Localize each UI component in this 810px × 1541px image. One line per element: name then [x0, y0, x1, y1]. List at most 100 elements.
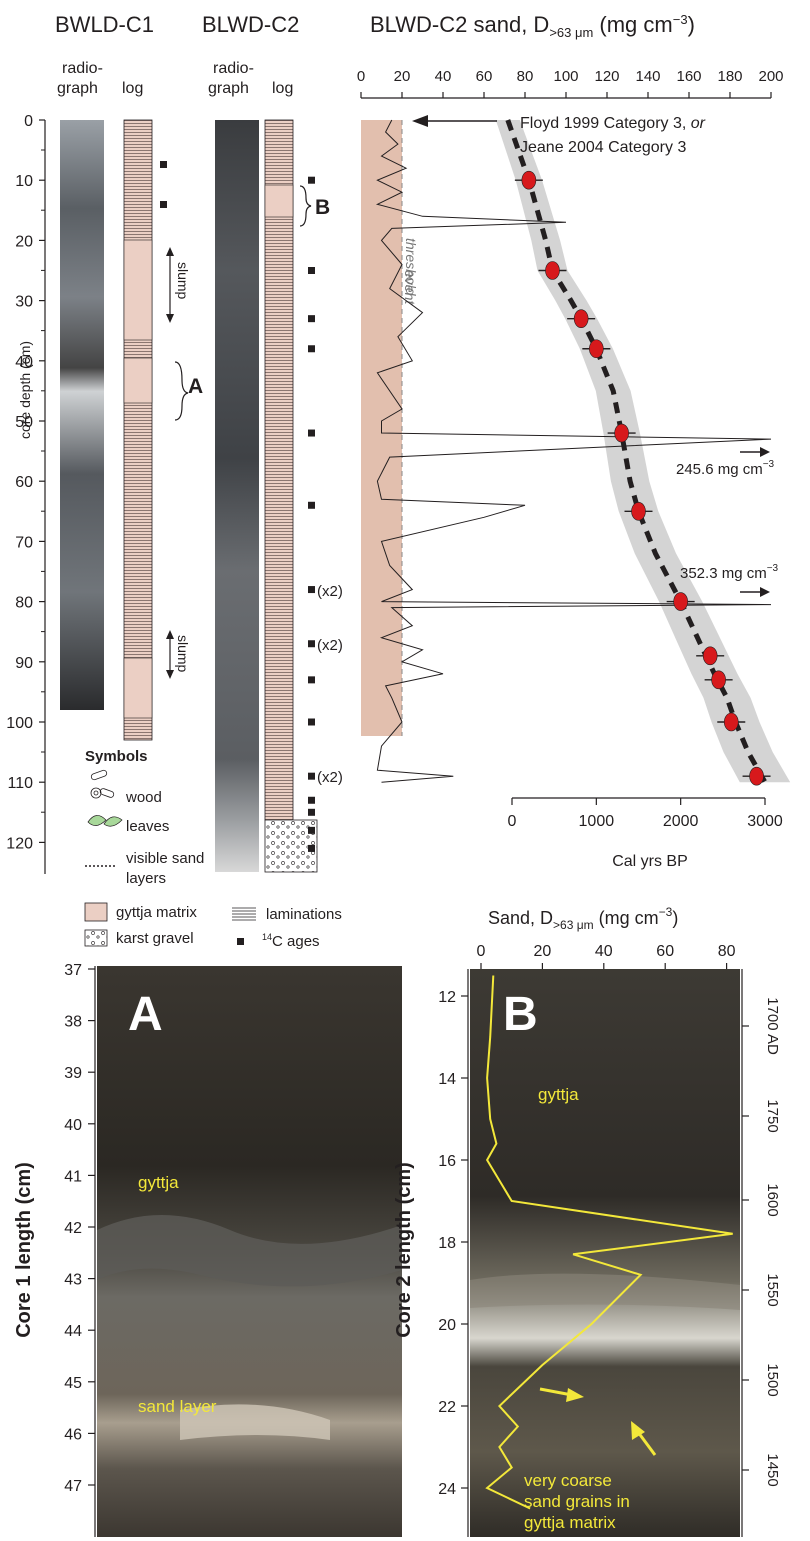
panelA-tick-label: 37 — [64, 962, 82, 979]
radiograph-label-2a: radio- — [213, 60, 254, 77]
marker-B: B — [315, 196, 330, 219]
c14-marker — [308, 844, 315, 852]
panelB-age-ticks: 1700 AD 1750 1600 1550 1500 1450 — [742, 997, 781, 1487]
panelB-tick-label: 14 — [438, 1071, 456, 1088]
panelB-gyttja: gyttja — [538, 1085, 579, 1104]
panelA-tick-label: 38 — [64, 1014, 82, 1031]
panelA-sand-layer: sand layer — [138, 1397, 217, 1416]
panelA-axis-label: Core 1 length (cm) — [13, 1162, 35, 1338]
panelA-tick-label: 47 — [64, 1478, 82, 1495]
gyttja-swatch — [84, 902, 108, 922]
core2-title: BLWD-C2 — [202, 12, 299, 37]
sand-tick-label: 200 — [758, 68, 783, 85]
c14-marker — [308, 345, 315, 353]
dated-sample — [631, 501, 646, 521]
dated-sample — [545, 261, 560, 280]
depth-tick-label: 0 — [24, 113, 33, 130]
legend-sand-layers-1: visible sand — [126, 850, 204, 867]
core2-log — [264, 119, 294, 821]
c14-marker — [308, 718, 315, 726]
core1-title: BWLD-C1 — [55, 12, 154, 37]
outlier-2-label: 352.3 mg cm−3 — [680, 563, 779, 582]
depth-tick-label: 50 — [15, 414, 33, 431]
c14-marker — [308, 586, 315, 594]
yellow-arrows — [539, 1387, 657, 1456]
gravel-swatch — [84, 929, 108, 947]
panelB-sand-axis-label: Sand, D>63 μm (mg cm−3) — [488, 905, 678, 932]
dated-sample — [673, 592, 688, 611]
log-label-2: log — [272, 80, 293, 97]
c14-marker — [308, 315, 315, 323]
panelB-tick-label: 18 — [438, 1235, 456, 1252]
x2-label-3: (x2) — [317, 769, 343, 786]
legend-c14: 14C ages — [262, 932, 320, 950]
depth-tick-label: 80 — [15, 595, 33, 612]
panelA-tick-label: 42 — [64, 1220, 82, 1237]
depth-tick-label: 40 — [15, 354, 33, 371]
c14-marker — [308, 640, 315, 648]
age-model-envelope — [495, 120, 791, 783]
panelB-age-tick-label: 1500 — [764, 1363, 781, 1396]
sand-series-line — [375, 119, 772, 783]
slump-label-1: slump — [175, 262, 191, 300]
panelB-tick-label: 16 — [438, 1153, 456, 1170]
panelA-tick-label: 39 — [64, 1065, 82, 1082]
c14-marker — [308, 501, 315, 509]
sand-tick-label: 120 — [594, 68, 619, 85]
depth-tick-label: 90 — [15, 655, 33, 672]
c14-marker — [308, 772, 315, 780]
floyd-annotation: Floyd 1999 Category 3, or — [520, 115, 706, 132]
age-tick-label: 1000 — [579, 813, 615, 830]
panelA-ticks: 37 38 39 40 41 42 43 44 45 46 47 — [64, 962, 95, 1495]
depth-tick-label: 110 — [7, 775, 33, 792]
dated-sample — [521, 170, 537, 190]
marker-A: A — [188, 375, 203, 398]
age-tick-label: 3000 — [747, 813, 783, 830]
sand-tick-label: 160 — [676, 68, 701, 85]
depth-tick-label: 20 — [15, 233, 33, 250]
panelB-age-tick-label: 1600 — [764, 1183, 781, 1216]
core2-gyttja-B — [264, 184, 294, 218]
depth-axis-label: core depth (cm) — [17, 341, 33, 439]
event-label: event — [402, 270, 418, 305]
age-axis-label: Cal yrs BP — [612, 853, 688, 870]
sand-tick-label: 180 — [717, 68, 742, 85]
jeane-annotation: Jeane 2004 Category 3 — [520, 139, 686, 156]
dated-sample — [573, 309, 589, 328]
panelA-gyttja: gyttja — [138, 1173, 179, 1192]
x2-label-2: (x2) — [317, 637, 343, 654]
sand-tick-label: 140 — [635, 68, 660, 85]
dated-sample — [749, 766, 764, 786]
depth-tick-label: 60 — [15, 474, 33, 491]
radiograph-label-1a: radio- — [62, 60, 103, 77]
panelB-sand-tick-label: 0 — [477, 943, 486, 960]
log-label-1: log — [122, 80, 143, 97]
sand-tick-label: 60 — [476, 68, 493, 85]
legend-gyttja: gyttja matrix — [116, 904, 197, 921]
panelB-axis-label: Core 2 length (cm) — [393, 1162, 415, 1338]
panelB-coarse-3: gyttja matrix — [524, 1513, 616, 1532]
age-ticks: 0 1000 2000 3000 — [508, 798, 783, 830]
panelB-tick-label: 24 — [438, 1481, 456, 1498]
panelB-coarse-1: very coarse — [524, 1471, 612, 1490]
sand-tick-label: 0 — [357, 68, 365, 85]
c14-marker — [308, 676, 315, 684]
radiograph-label-2b: graph — [208, 80, 249, 97]
panelA-letter: A — [128, 988, 163, 1041]
wood-icon — [90, 769, 115, 799]
outlier-1-label: 245.6 mg cm−3 — [676, 459, 775, 478]
dated-sample — [589, 339, 604, 359]
panelB-ticks: 12 14 16 18 20 22 24 — [438, 989, 468, 1498]
panelB-sand-ticks: 0 20 40 60 80 — [477, 943, 736, 969]
panelB-tick-label: 12 — [438, 989, 456, 1006]
core1-slump-zone-2 — [123, 657, 153, 719]
panelB-tick-label: 22 — [438, 1399, 456, 1416]
sand-tick-label: 20 — [394, 68, 411, 85]
depth-tick-label: 100 — [6, 715, 33, 732]
panelB-letter: B — [503, 988, 538, 1041]
panelB-age-tick-label: 1450 — [764, 1453, 781, 1486]
depth-tick-label: 120 — [6, 835, 33, 852]
legend-symbols-title: Symbols — [85, 748, 148, 765]
laminations-icon — [232, 907, 256, 921]
